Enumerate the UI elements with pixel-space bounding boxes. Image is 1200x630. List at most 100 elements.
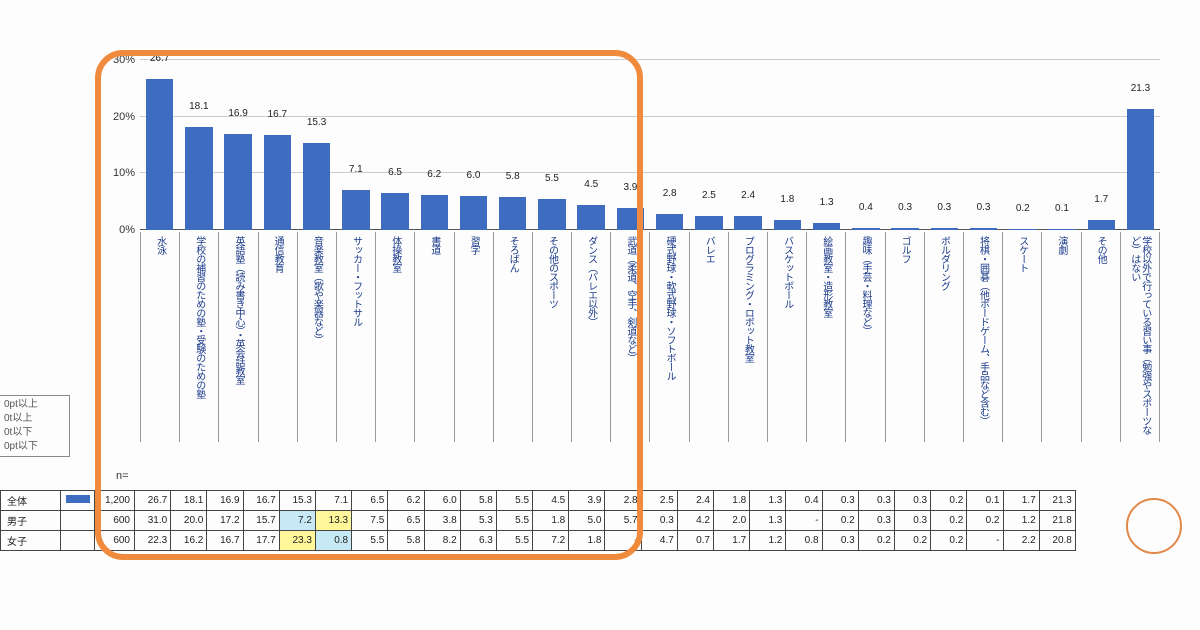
bar-value-label: 2.8 [663, 188, 677, 201]
bar-value-label: 6.2 [427, 169, 441, 182]
data-cell: 7.2 [279, 511, 315, 531]
data-cell: 1.2 [1003, 511, 1039, 531]
bar-value-label: 0.2 [1016, 203, 1030, 216]
data-cell: 2.8 [605, 491, 641, 511]
data-cell: 31.0 [135, 511, 171, 531]
data-cell: 0.2 [822, 511, 858, 531]
bar-slot: 3.9 [611, 208, 650, 230]
category-label: 音楽教室（歌や楽器など） [311, 232, 322, 344]
category-label-slot: 演劇 [1042, 232, 1081, 442]
bar-value-label: 7.1 [349, 164, 363, 177]
category-label: 絵画教室・造形教室 [821, 232, 832, 317]
data-cell: - [967, 531, 1003, 551]
category-label-slot: プログラミング・ロボット教室 [729, 232, 768, 442]
category-label-slot: バスケットボール [768, 232, 807, 442]
category-label: 習字 [468, 232, 479, 254]
category-label-slot: その他のスポーツ [533, 232, 572, 442]
bar-value-label: 2.5 [702, 190, 716, 203]
data-cell: 5.8 [388, 531, 424, 551]
data-cell: 8.2 [424, 531, 460, 551]
bar-slot: 0.1 [1042, 229, 1081, 230]
data-cell: 5.5 [352, 531, 388, 551]
bar-value-label: 26.7 [150, 53, 169, 66]
bar-value-label: 21.3 [1131, 83, 1150, 96]
bar-slot: 16.9 [218, 134, 257, 230]
bar-slot: 5.5 [532, 199, 571, 230]
category-label-slot: バレエ [690, 232, 729, 442]
category-label: 体操教室 [390, 232, 401, 272]
data-cell: 15.3 [279, 491, 315, 511]
n-label: n= [116, 470, 129, 482]
bar-slot: 18.1 [179, 127, 218, 230]
legend-line: 0t以下 [4, 426, 65, 440]
bar [577, 205, 604, 231]
category-label-slot: 武道（柔道、空手、剣道など） [611, 232, 650, 442]
data-cell: 5.8 [460, 491, 496, 511]
row-swatch-cell [61, 491, 95, 511]
category-label-slot: 英語塾（読み書き中心）・英会話教室 [219, 232, 258, 442]
y-tick-label: 30% [113, 54, 135, 66]
bar-slot: 16.7 [258, 135, 297, 230]
category-label: 学校の補習のための塾・受験のための塾 [194, 232, 205, 398]
bar-slot: 2.4 [729, 216, 768, 230]
bar [931, 228, 958, 230]
data-cell: 5.5 [496, 491, 532, 511]
category-label: 書道 [429, 232, 440, 254]
bar-slot: 4.5 [572, 205, 611, 231]
data-cell: 7.5 [352, 511, 388, 531]
bar [342, 190, 369, 230]
bar [185, 127, 212, 230]
y-tick-label: 20% [113, 111, 135, 123]
y-tick-label: 10% [113, 167, 135, 179]
bar [146, 79, 173, 230]
data-cell: 0.3 [822, 491, 858, 511]
data-cell: 5.5 [496, 511, 532, 531]
bar-value-label: 0.1 [1055, 203, 1069, 216]
table-row: 女子60022.316.216.717.723.30.85.55.88.26.3… [1, 531, 1076, 551]
data-cell: 0.3 [858, 491, 894, 511]
category-label: サッカー・フットサル [351, 232, 362, 326]
bar-slot: 5.8 [493, 197, 532, 230]
data-cell: - [605, 531, 641, 551]
data-cell: 0.3 [822, 531, 858, 551]
category-label: 通信教育 [272, 232, 283, 272]
bar-slot: 21.3 [1121, 109, 1160, 230]
bar-value-label: 5.8 [506, 171, 520, 184]
category-label: バレエ [703, 232, 714, 263]
category-label-slot: そろばん [494, 232, 533, 442]
data-cell: 4.2 [677, 511, 713, 531]
data-cell: 0.1 [967, 491, 1003, 511]
bar [1009, 229, 1036, 230]
data-cell: 2.4 [677, 491, 713, 511]
data-cell: 0.7 [677, 531, 713, 551]
bar-value-label: 1.7 [1094, 194, 1108, 207]
data-cell: 1.8 [569, 531, 605, 551]
data-cell: 20.8 [1039, 531, 1075, 551]
bar [656, 214, 683, 230]
data-cell: 0.2 [858, 531, 894, 551]
bar-value-label: 15.3 [307, 117, 326, 130]
category-label-slot: ゴルフ [886, 232, 925, 442]
category-label-slot: 体操教室 [376, 232, 415, 442]
bar [381, 193, 408, 230]
row-label: 男子 [1, 511, 61, 531]
data-cell: 0.2 [894, 531, 930, 551]
data-cell: 6.3 [460, 531, 496, 551]
category-label: 英語塾（読み書き中心）・英会話教室 [233, 232, 244, 384]
category-label-slot: 学校の補習のための塾・受験のための塾 [180, 232, 219, 442]
data-table: 全体1,20026.718.116.916.715.37.16.56.26.05… [0, 490, 1076, 551]
bar-value-label: 6.0 [467, 170, 481, 183]
row-swatch-cell [61, 511, 95, 531]
category-label-slot: 絵画教室・造形教室 [807, 232, 846, 442]
data-cell: 1.3 [750, 511, 786, 531]
bar [1088, 220, 1115, 230]
data-cell: 0.2 [931, 491, 967, 511]
data-cell: 6.5 [352, 491, 388, 511]
data-cell: 1.2 [750, 531, 786, 551]
row-swatch [66, 495, 90, 503]
category-label: 演劇 [1056, 232, 1067, 254]
bar-slot: 15.3 [297, 143, 336, 230]
bar-value-label: 0.3 [898, 202, 912, 215]
category-label-slot: ボルダリング [925, 232, 964, 442]
category-label-slot: スケート [1003, 232, 1042, 442]
